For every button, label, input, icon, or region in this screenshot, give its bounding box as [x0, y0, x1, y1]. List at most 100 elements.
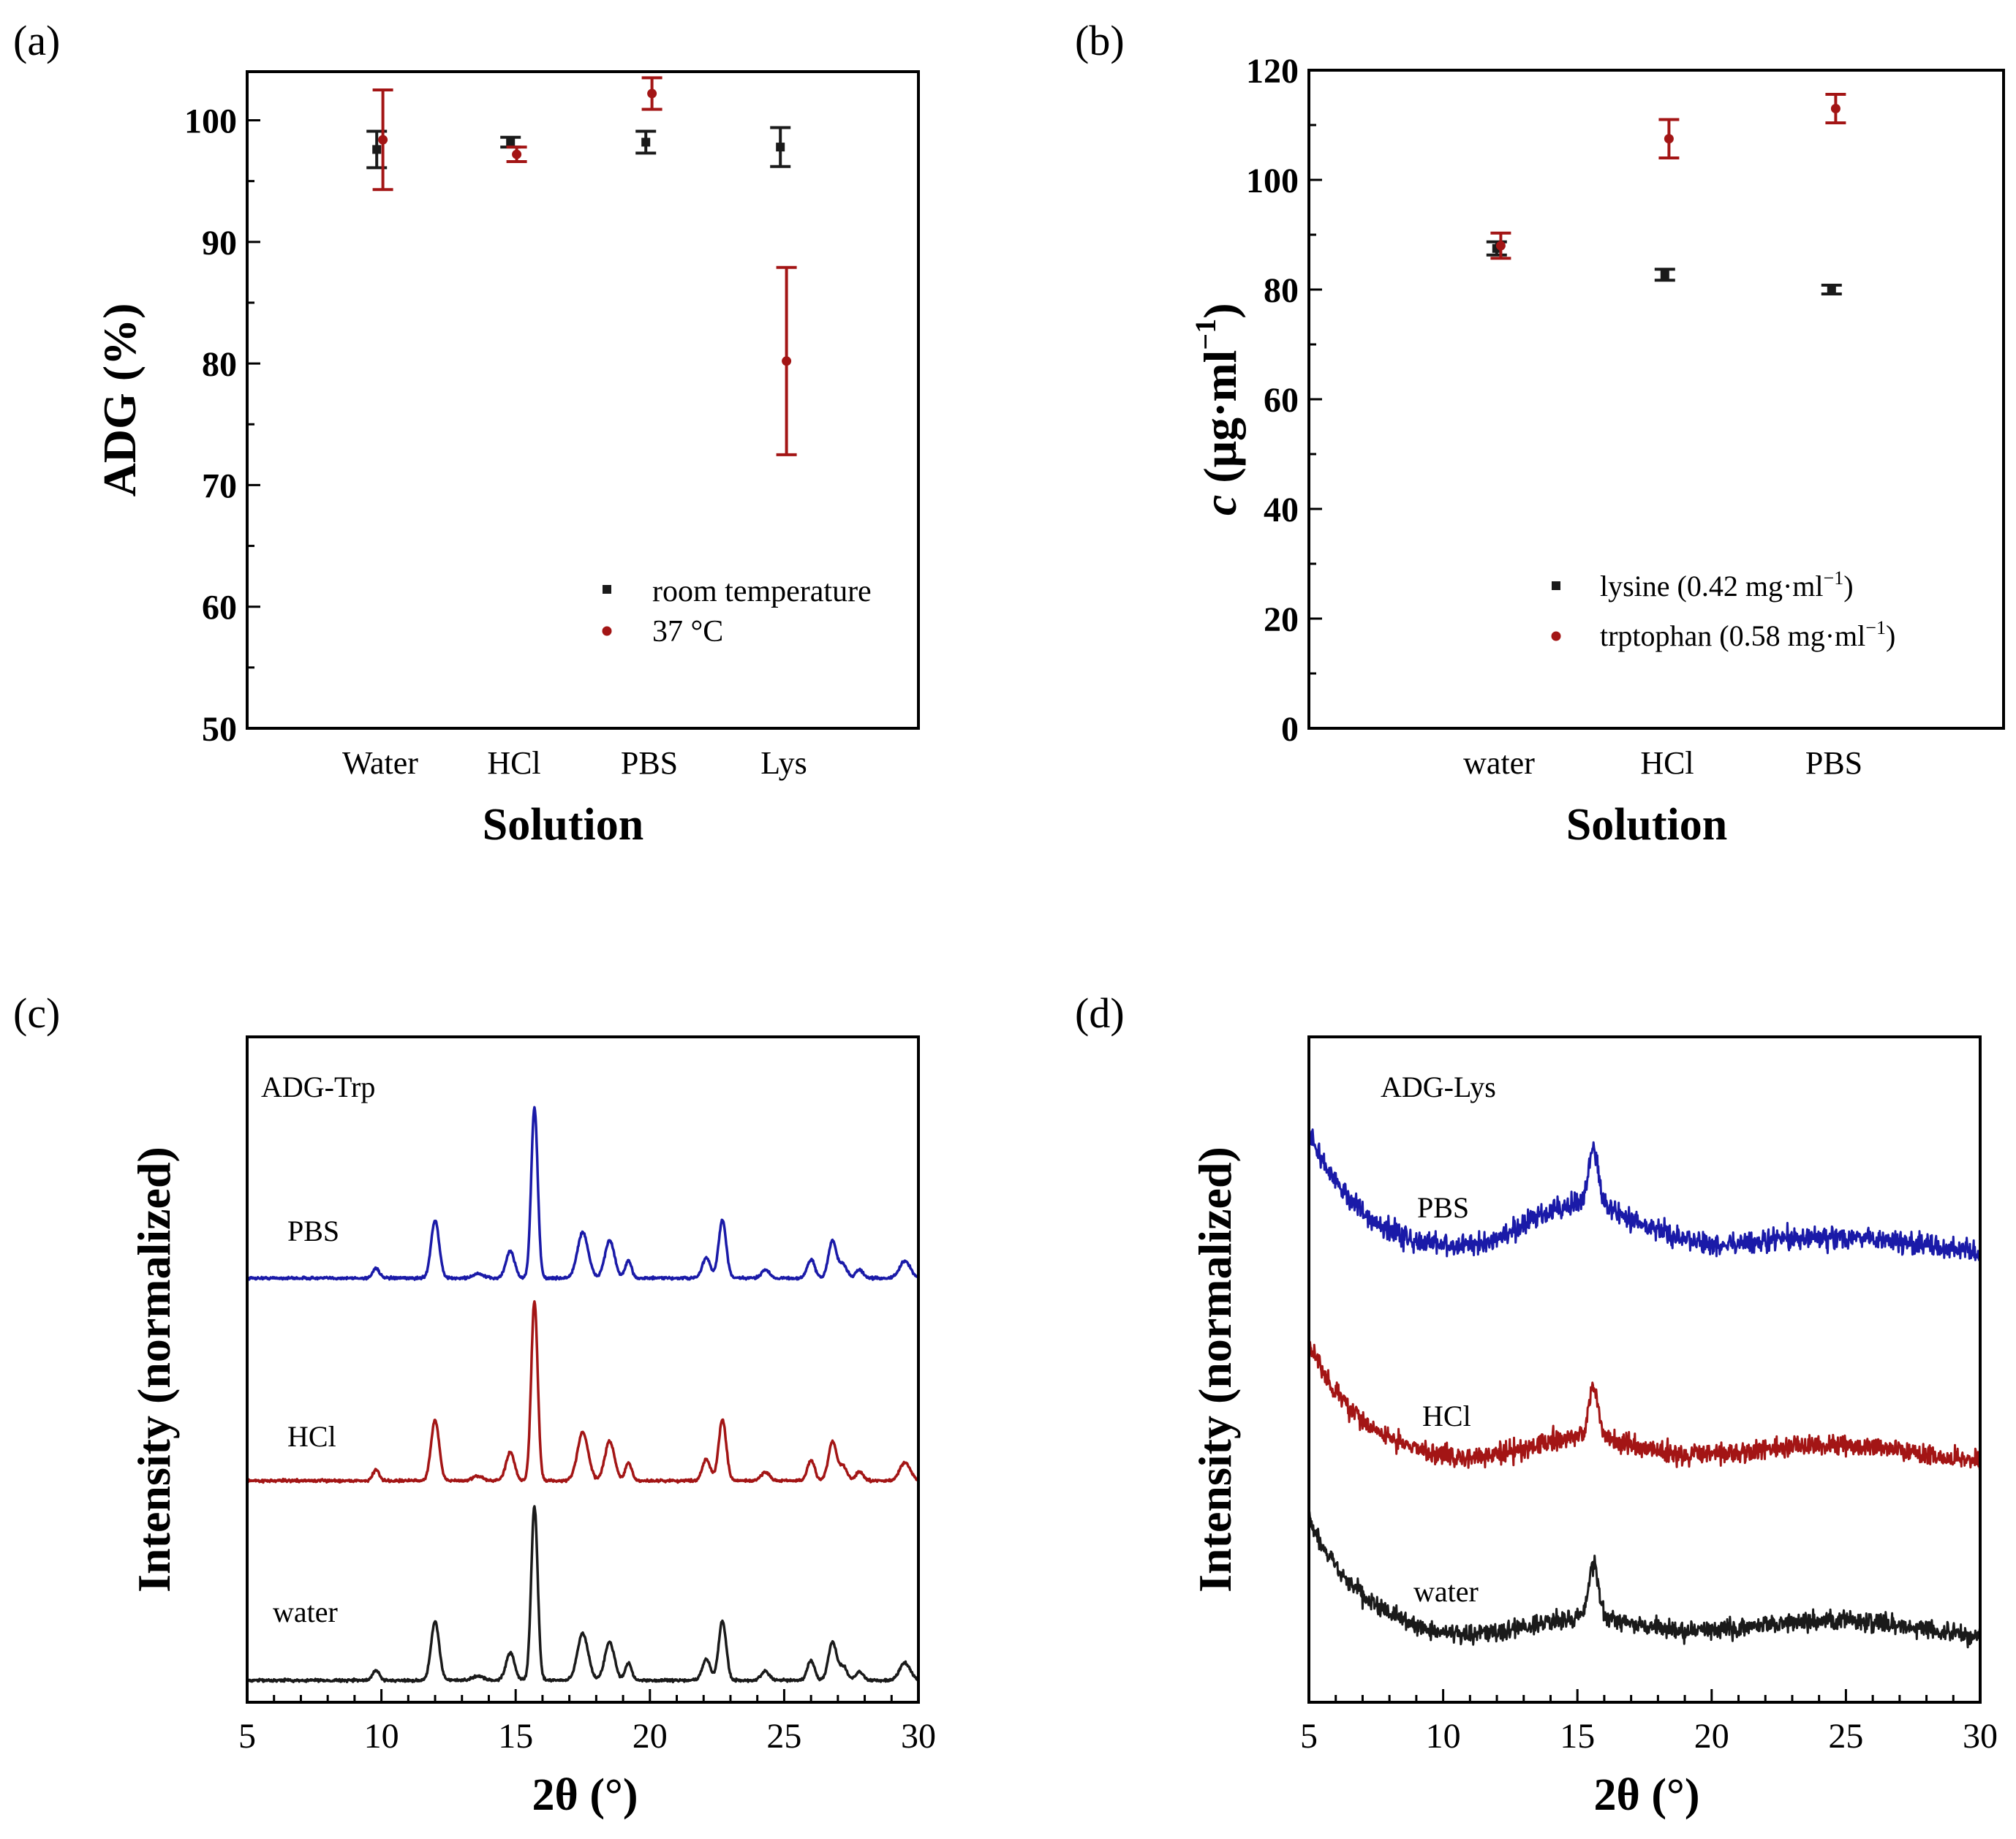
panel-b-letter: (b): [1075, 17, 1125, 64]
legend-label-room-temperature: room temperature: [652, 575, 872, 608]
x-category-pbs: PBS: [1805, 745, 1862, 781]
y-tick-label-80: 80: [1264, 271, 1299, 310]
xrd-line-pbs: [1307, 1128, 1982, 1261]
x-tick-label-25: 25: [766, 1717, 801, 1756]
x-tick-label-25: 25: [1828, 1717, 1863, 1756]
panel-a-x-ticks: Water HCl PBS Lys: [342, 745, 807, 781]
panel-c-label-hcl: HCl: [287, 1420, 336, 1453]
legend-label-lysine: lysine (0.42 mg·ml−1): [1600, 567, 1854, 603]
legend-marker-37c: [602, 626, 612, 636]
point-room-temperature-pbs: [641, 137, 651, 147]
panel-c-x-label: 2θ (°): [532, 1770, 638, 1820]
panel-c-label-water: water: [273, 1596, 338, 1628]
x-tick-label-30: 30: [1963, 1717, 1998, 1756]
panel-d-x-label: 2θ (°): [1594, 1770, 1700, 1820]
xrd-line-water: [1307, 1510, 1982, 1649]
xrd-line-hcl: [246, 1300, 920, 1484]
x-category-lys: Lys: [760, 745, 807, 781]
panel-a-letter: (a): [13, 17, 60, 64]
x-tick-label-10: 10: [364, 1717, 399, 1756]
panel-a-points: [366, 76, 797, 456]
point-trptophan-0-58-mg-ml-1-water: [1495, 241, 1506, 251]
point-room-temperature-hcl: [506, 137, 516, 147]
xrd-line-pbs: [246, 1106, 920, 1281]
y-tick-label-70: 70: [202, 467, 237, 505]
x-tick-label-5: 5: [238, 1717, 256, 1756]
panel-d-letter: (d): [1075, 989, 1125, 1037]
panel-d: (d) 5 10 15 20 25 30 ADG-Lys PBS HCl water 2θ…: [1075, 989, 1998, 1820]
x-tick-label-15: 15: [498, 1717, 533, 1756]
point-37-c-lys: [782, 356, 792, 366]
panel-a: (a) 50 60 70 80 90 100 Water HCl PBS Lys Solutio…: [13, 17, 920, 850]
point-37-c-water: [378, 135, 388, 145]
x-tick-label-30: 30: [901, 1717, 936, 1756]
panel-b: (b) 0 20 40 60 80 100 120 water HCl PBS Solution…: [1075, 17, 2005, 850]
y-tick-label-100: 100: [184, 102, 237, 141]
x-category-water: Water: [342, 745, 418, 781]
panel-c-title: ADG-Trp: [261, 1070, 375, 1103]
legend-label-trptophan: trptophan (0.58 mg·ml−1): [1600, 617, 1895, 652]
x-category-hcl: HCl: [487, 745, 540, 781]
point-room-temperature-lys: [776, 143, 785, 152]
x-tick-label-15: 15: [1560, 1717, 1595, 1756]
panel-a-y-label: ADG (%): [94, 303, 146, 497]
y-tick-label-90: 90: [202, 224, 237, 263]
y-tick-label-120: 120: [1246, 52, 1299, 91]
x-tick-label-5: 5: [1300, 1717, 1318, 1756]
panel-c-y-label: Intensity (normalized): [128, 1147, 180, 1593]
panel-d-x-ticks: 5 10 15 20 25 30: [1300, 1689, 1998, 1756]
panel-d-label-water: water: [1413, 1575, 1479, 1608]
panel-a-y-ticks: 50 60 70 80 90 100: [184, 102, 260, 749]
y-tick-label-20: 20: [1264, 600, 1299, 639]
legend-marker-trptophan: [1551, 631, 1561, 641]
panel-b-legend: lysine (0.42 mg·ml−1) trptophan (0.58 mg…: [1551, 567, 1895, 652]
panel-b-y-ticks: 0 20 40 60 80 100 120: [1246, 52, 1322, 749]
panel-c-patterns: [246, 1106, 920, 1684]
svg-text:c (μg·ml−1): c (μg·ml−1): [1189, 303, 1246, 516]
xrd-line-hcl: [1307, 1340, 1982, 1470]
y-tick-label-60: 60: [1264, 381, 1299, 420]
panel-a-legend: room temperature 37 °C: [602, 575, 872, 649]
panel-a-x-label: Solution: [483, 800, 644, 850]
xrd-line-water: [246, 1505, 920, 1684]
point-37-c-pbs: [647, 88, 657, 99]
y-tick-label-60: 60: [202, 589, 237, 627]
y-tick-label-100: 100: [1246, 162, 1299, 200]
panel-b-points: [1486, 93, 1846, 295]
y-tick-label-80: 80: [202, 345, 237, 384]
panel-d-patterns: [1307, 1128, 1982, 1649]
point-trptophan-0-58-mg-ml-1-pbs: [1830, 104, 1841, 113]
panel-a-frame: [246, 70, 920, 730]
panel-b-x-label: Solution: [1566, 800, 1728, 850]
x-category-hcl: HCl: [1640, 745, 1694, 781]
x-tick-label-20: 20: [633, 1717, 668, 1756]
panel-b-x-ticks: water HCl PBS: [1463, 745, 1862, 781]
y-tick-label-0: 0: [1281, 710, 1299, 749]
point-lysine-0-42-mg-ml-1-hcl: [1660, 270, 1669, 279]
panel-c-frame: [246, 1035, 920, 1704]
panel-c-letter: (c): [13, 989, 60, 1037]
panel-d-label-pbs: PBS: [1417, 1191, 1469, 1224]
panel-d-y-label: Intensity (normalized): [1189, 1147, 1241, 1593]
y-tick-label-40: 40: [1264, 491, 1299, 529]
x-category-water: water: [1463, 745, 1535, 781]
point-trptophan-0-58-mg-ml-1-hcl: [1664, 134, 1674, 144]
point-room-temperature-water: [372, 145, 382, 154]
y-tick-label-50: 50: [202, 710, 237, 749]
panel-c: (c) 5 10 15 20 25 30 ADG-Trp PBS HCl water 2θ…: [13, 989, 936, 1820]
panel-d-title: ADG-Lys: [1381, 1070, 1496, 1103]
point-lysine-0-42-mg-ml-1-pbs: [1827, 285, 1836, 294]
panel-d-label-hcl: HCl: [1422, 1400, 1471, 1432]
x-tick-label-10: 10: [1426, 1717, 1461, 1756]
panel-c-x-ticks: 5 10 15 20 25 30: [238, 1689, 936, 1756]
panel-b-y-label: c (μg·ml−1): [1189, 303, 1246, 516]
legend-marker-lysine: [1552, 581, 1560, 590]
x-category-pbs: PBS: [621, 745, 678, 781]
legend-marker-room-temperature: [603, 585, 611, 594]
legend-label-37c: 37 °C: [652, 615, 723, 649]
panel-c-label-pbs: PBS: [287, 1215, 339, 1247]
panel-d-frame: [1307, 1035, 1982, 1704]
point-37-c-hcl: [512, 149, 522, 159]
x-tick-label-20: 20: [1694, 1717, 1729, 1756]
